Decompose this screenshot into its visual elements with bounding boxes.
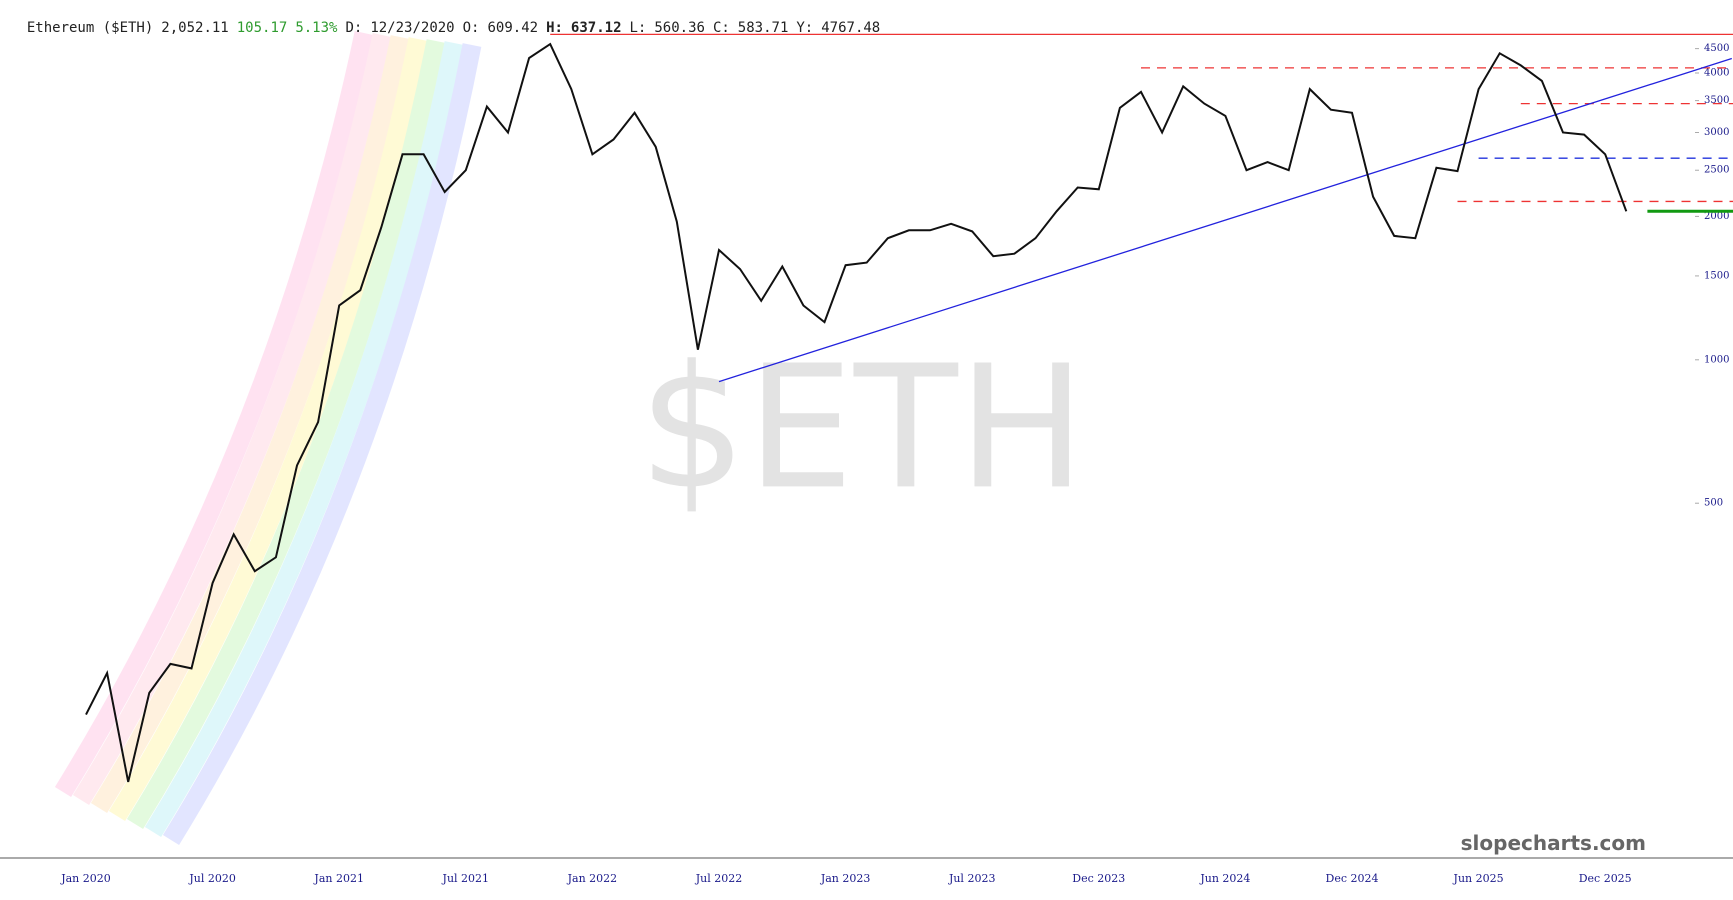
x-tick-label: Jun 2024 bbox=[1199, 872, 1250, 885]
high-label: H: bbox=[546, 20, 563, 36]
y-label: Y: bbox=[796, 20, 814, 36]
y-tick-label: 3500 bbox=[1704, 95, 1729, 106]
x-tick-label: Jul 2021 bbox=[442, 872, 490, 885]
y-tick-label: 3000 bbox=[1704, 127, 1729, 138]
low: 560.36 bbox=[654, 20, 705, 36]
last-price: 2,052.11 bbox=[161, 20, 229, 36]
close-label: C: bbox=[712, 20, 730, 36]
open-label: O: bbox=[462, 20, 480, 36]
high: 637.12 bbox=[570, 20, 622, 36]
x-tick-label: Jan 2021 bbox=[313, 872, 364, 885]
x-tick-label: Dec 2024 bbox=[1326, 872, 1379, 885]
y-tick-label: 1000 bbox=[1704, 354, 1729, 365]
y-value: 4767.48 bbox=[821, 20, 881, 36]
close: 583.71 bbox=[737, 20, 789, 36]
y-tick-label: 1500 bbox=[1704, 270, 1729, 281]
date-label: D: bbox=[345, 20, 363, 36]
credit: slopecharts.com bbox=[1461, 831, 1646, 855]
date: 12/23/2020 bbox=[370, 20, 455, 36]
open: 609.42 bbox=[487, 20, 539, 36]
x-tick-label: Dec 2023 bbox=[1072, 872, 1125, 885]
low-label: L: bbox=[629, 20, 647, 36]
price-line bbox=[85, 42, 1628, 783]
y-tick-label: 2500 bbox=[1704, 165, 1729, 176]
trend-line bbox=[718, 57, 1732, 383]
y-tick-label: 500 bbox=[1704, 498, 1723, 509]
x-tick-label: Jan 2023 bbox=[820, 872, 871, 885]
change: 105.17 bbox=[236, 20, 288, 36]
y-tick-label: 2000 bbox=[1704, 211, 1729, 222]
x-tick-label: Jul 2020 bbox=[188, 872, 236, 885]
x-tick-label: Jan 2022 bbox=[567, 872, 618, 885]
y-tick-label: 4500 bbox=[1704, 43, 1729, 54]
rainbow-band bbox=[54, 31, 482, 845]
watermark: $ETH bbox=[638, 329, 1085, 527]
y-tick-label: 4000 bbox=[1704, 67, 1729, 78]
x-tick-label: Jul 2023 bbox=[948, 872, 996, 885]
x-tick-label: Dec 2025 bbox=[1579, 872, 1632, 885]
x-tick-label: Jun 2025 bbox=[1453, 872, 1504, 885]
x-tick-label: Jul 2022 bbox=[695, 872, 743, 885]
header: Ethereum ($ETH) 2,052.11 105.17 5.13% D: 12/2… bbox=[10, 4, 888, 36]
change-pct: 5.13% bbox=[295, 20, 338, 36]
x-tick-label: Jan 2020 bbox=[60, 872, 111, 885]
ticker-name: Ethereum ($ETH) bbox=[26, 20, 154, 36]
